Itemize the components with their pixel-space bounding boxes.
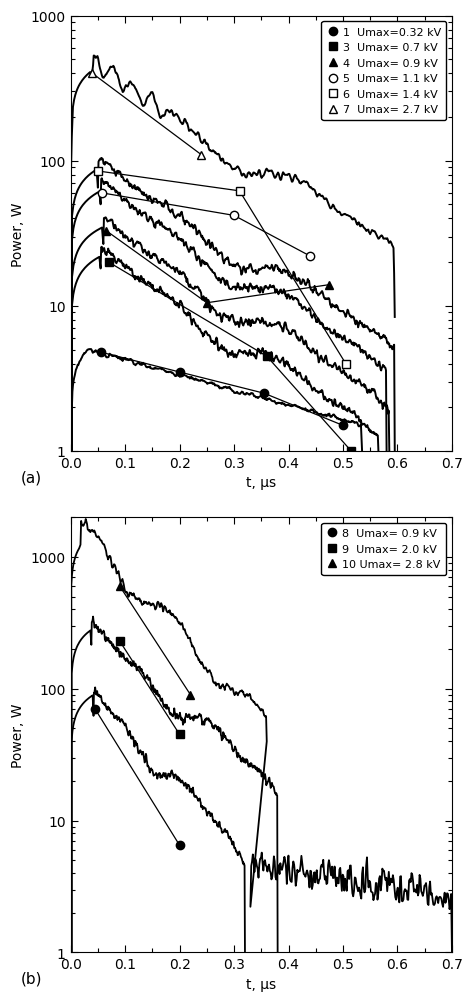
3  Umax= 0.7 kV [348, 446, 354, 458]
X-axis label: t, μs: t, μs [246, 476, 276, 490]
10 Umax= 2.8 kV [117, 580, 122, 592]
Line: 6  Umax= 1.4 kV: 6 Umax= 1.4 kV [94, 167, 350, 369]
8  Umax= 0.9 kV [92, 703, 98, 715]
Legend: 8  Umax= 0.9 kV, 9  Umax= 2.0 kV, 10 Umax= 2.8 kV: 8 Umax= 0.9 kV, 9 Umax= 2.0 kV, 10 Umax=… [321, 523, 447, 575]
10 Umax= 2.8 kV [188, 689, 193, 701]
Line: 4  Umax= 0.9 kV: 4 Umax= 0.9 kV [102, 227, 334, 308]
1  Umax=0.32 kV [98, 347, 103, 359]
Legend: 1  Umax=0.32 kV, 3  Umax= 0.7 kV, 4  Umax= 0.9 kV, 5  Umax= 1.1 kV, 6  Umax= 1.4: 1 Umax=0.32 kV, 3 Umax= 0.7 kV, 4 Umax= … [321, 22, 447, 121]
4  Umax= 0.9 kV [103, 225, 109, 237]
Line: 7  Umax= 2.7 kV: 7 Umax= 2.7 kV [88, 70, 206, 159]
Y-axis label: Power, W: Power, W [11, 702, 25, 768]
9  Umax= 2.0 kV [177, 728, 182, 740]
1  Umax=0.32 kV [177, 367, 182, 379]
Text: (b): (b) [21, 971, 43, 986]
4  Umax= 0.9 kV [204, 298, 210, 310]
Line: 1  Umax=0.32 kV: 1 Umax=0.32 kV [96, 349, 347, 430]
5  Umax= 1.1 kV [231, 210, 237, 222]
7  Umax= 2.7 kV [90, 68, 95, 80]
4  Umax= 0.9 kV [327, 280, 332, 292]
6  Umax= 1.4 kV [95, 165, 101, 177]
Line: 8  Umax= 0.9 kV: 8 Umax= 0.9 kV [91, 705, 184, 850]
Text: (a): (a) [21, 470, 42, 485]
9  Umax= 2.0 kV [117, 635, 122, 647]
Y-axis label: Power, W: Power, W [11, 201, 25, 267]
Line: 10 Umax= 2.8 kV: 10 Umax= 2.8 kV [116, 582, 195, 699]
Line: 5  Umax= 1.1 kV: 5 Umax= 1.1 kV [98, 189, 314, 262]
3  Umax= 0.7 kV [264, 351, 270, 363]
8  Umax= 0.9 kV [177, 840, 182, 852]
1  Umax=0.32 kV [340, 420, 346, 432]
6  Umax= 1.4 kV [343, 358, 348, 370]
5  Umax= 1.1 kV [308, 250, 313, 263]
6  Umax= 1.4 kV [237, 185, 242, 197]
1  Umax=0.32 kV [261, 388, 267, 400]
X-axis label: t, μs: t, μs [246, 977, 276, 991]
Line: 9  Umax= 2.0 kV: 9 Umax= 2.0 kV [116, 637, 184, 738]
Line: 3  Umax= 0.7 kV: 3 Umax= 0.7 kV [105, 259, 356, 456]
3  Umax= 0.7 kV [106, 257, 111, 269]
5  Umax= 1.1 kV [100, 187, 105, 199]
7  Umax= 2.7 kV [199, 149, 204, 161]
